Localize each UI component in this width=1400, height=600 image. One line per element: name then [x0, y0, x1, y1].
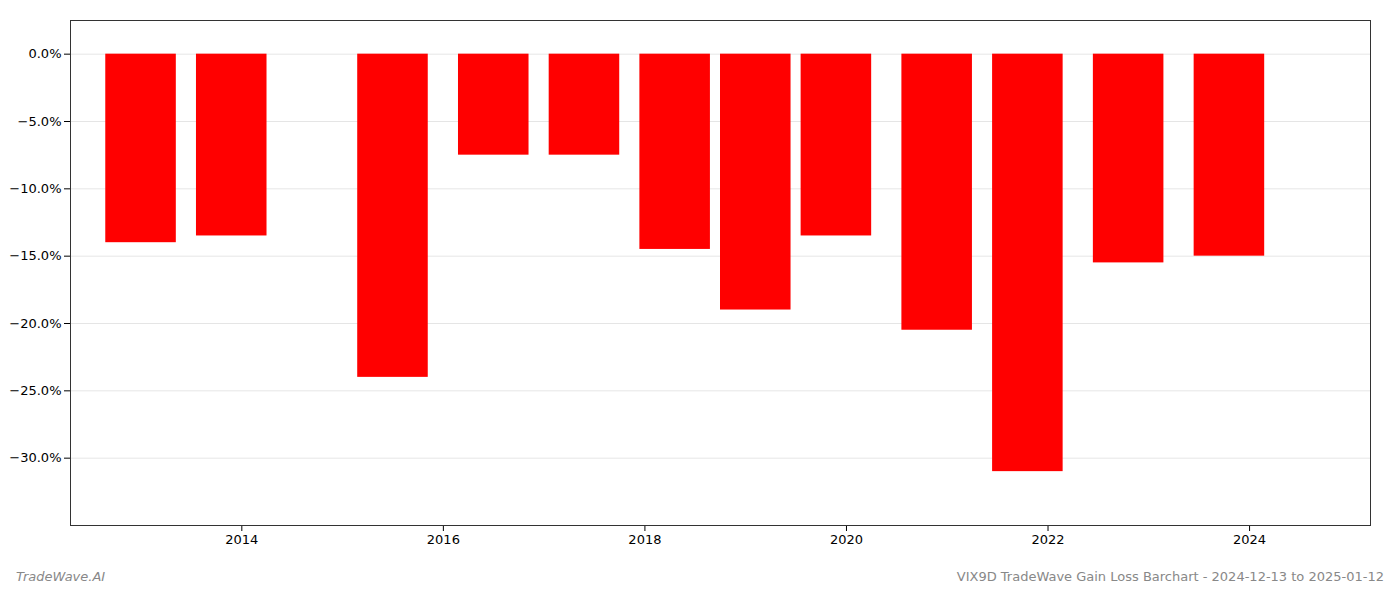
- html-text:VIX9D TradeWave Gain Loss Barc: VIX9D TradeWave Gain Loss Barchart - 202…: [956, 569, 1384, 584]
- svg-text:2020: 2020: [830, 532, 863, 547]
- svg-text:2024: 2024: [1233, 532, 1266, 547]
- svg-text:2018: 2018: [628, 532, 661, 547]
- svg-text:−5.0%: −5.0%: [18, 114, 62, 129]
- svg-text:−15.0%: −15.0%: [9, 248, 61, 263]
- svg-text:2014: 2014: [225, 532, 258, 547]
- svg-text:0.0%: 0.0%: [28, 46, 61, 61]
- svg-text:−30.0%: −30.0%: [9, 450, 61, 465]
- svg-text:−25.0%: −25.0%: [9, 383, 61, 398]
- svg-text:−10.0%: −10.0%: [9, 181, 61, 196]
- svg-text:2022: 2022: [1031, 532, 1064, 547]
- html-text:TradeWave.AI: TradeWave.AI: [16, 569, 106, 584]
- svg-text:−20.0%: −20.0%: [9, 316, 61, 331]
- svg-text:2016: 2016: [427, 532, 460, 547]
